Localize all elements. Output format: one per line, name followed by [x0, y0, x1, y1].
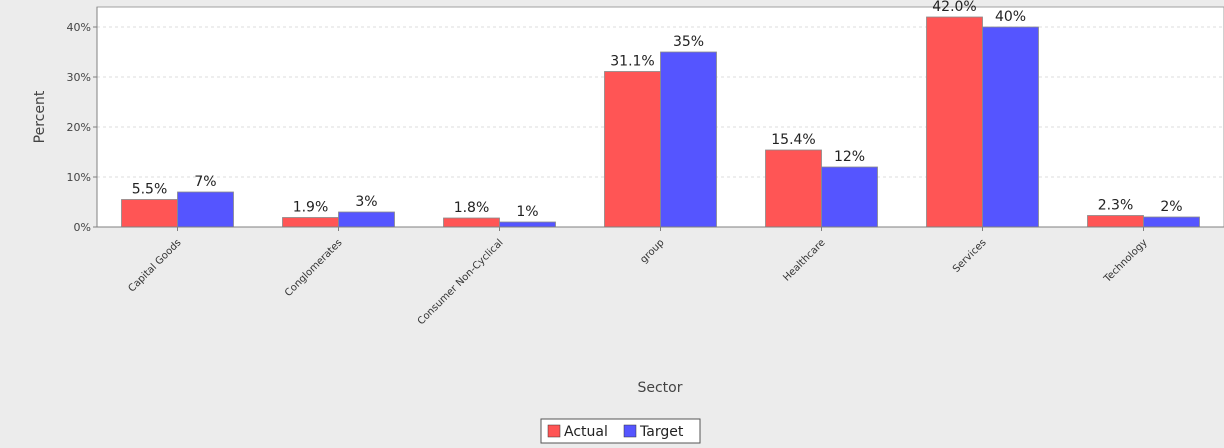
- y-axis-title: Percent: [32, 90, 48, 143]
- bar-target: [821, 166, 878, 228]
- bar-target: [982, 26, 1039, 228]
- y-tick-label: 30%: [67, 71, 91, 84]
- legend-swatch-actual: [547, 424, 561, 438]
- bar-target: [338, 211, 395, 228]
- data-label: 1.9%: [293, 200, 329, 216]
- bar-target: [177, 191, 234, 228]
- data-label: 1%: [516, 204, 538, 220]
- data-label: 2.3%: [1098, 198, 1134, 214]
- bar-actual: [282, 217, 339, 228]
- x-tick-label: Technology: [1102, 237, 1150, 285]
- data-label: 35%: [673, 34, 704, 50]
- bar-target: [1143, 216, 1200, 228]
- bar-actual: [1087, 215, 1144, 228]
- x-tick-label: Services: [951, 237, 989, 275]
- bar-actual: [926, 16, 983, 228]
- legend-frame: [540, 418, 701, 444]
- x-tick-label: Conglomerates: [283, 237, 345, 299]
- data-label: 31.1%: [610, 54, 654, 70]
- data-label: 2%: [1160, 199, 1182, 215]
- legend: Actual Target: [540, 418, 701, 444]
- bar-target: [660, 51, 717, 228]
- x-tick-label: Healthcare: [781, 237, 827, 283]
- data-label: 42.0%: [932, 0, 976, 15]
- y-tick-label: 10%: [67, 171, 91, 184]
- gridlines: [97, 26, 1224, 178]
- y-ticks: 0% 10% 20% 30% 40%: [67, 21, 97, 234]
- bar-actual: [443, 217, 500, 228]
- legend-label-actual: Actual: [564, 424, 608, 440]
- legend-swatch-target: [623, 424, 637, 438]
- legend-label-target: Target: [639, 424, 684, 440]
- x-tick-label: Capital Goods: [126, 237, 183, 294]
- y-tick-label: 20%: [67, 121, 91, 134]
- bar-actual: [765, 149, 822, 228]
- data-label: 12%: [834, 149, 865, 165]
- bars: [121, 16, 1200, 228]
- data-label: 1.8%: [454, 200, 490, 216]
- x-tick-label: group: [638, 237, 666, 265]
- x-tick-label: Consumer Non-Cyclical: [416, 237, 506, 327]
- bar-actual: [604, 71, 661, 228]
- data-labels: 5.5% 7% 1.9% 3% 1.8% 1% 31.1% 35% 15.4% 12% 42.0% 4…: [132, 0, 1183, 220]
- data-label: 7%: [194, 174, 216, 190]
- x-ticks: Capital Goods Conglomerates Consumer Non-C…: [126, 227, 1150, 327]
- y-tick-label: 0%: [74, 221, 91, 234]
- bar-actual: [121, 199, 178, 228]
- x-axis-title: Sector: [637, 380, 682, 396]
- bar-target: [499, 221, 556, 228]
- y-tick-label: 40%: [67, 21, 91, 34]
- data-label: 5.5%: [132, 182, 168, 198]
- data-label: 3%: [355, 194, 377, 210]
- data-label: 15.4%: [771, 132, 815, 148]
- data-label: 40%: [995, 9, 1026, 25]
